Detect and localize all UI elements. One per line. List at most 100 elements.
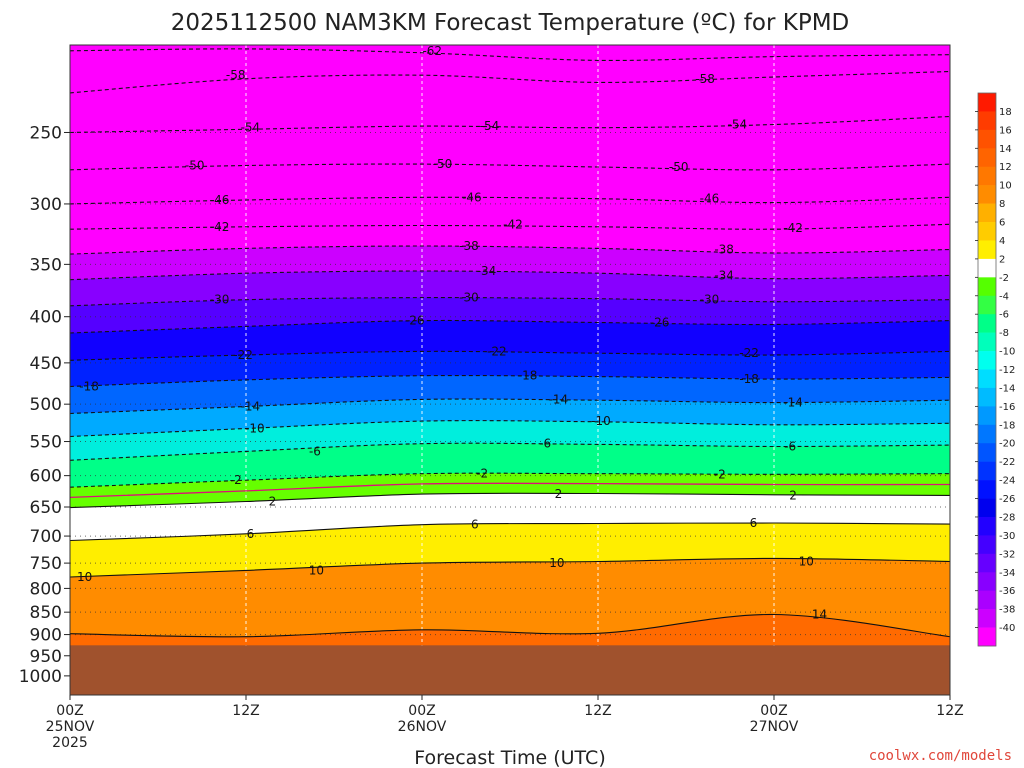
y-tick-label: 400 xyxy=(30,308,62,328)
contour-label-text: -42 xyxy=(210,220,230,234)
contour-label-text: 2 xyxy=(789,488,797,502)
contour-label: 14 xyxy=(812,607,827,621)
x-axis-label: Forecast Time (UTC) xyxy=(414,747,605,768)
contour-label-text: -18 xyxy=(79,380,99,394)
contour-label-text: -22 xyxy=(487,344,507,358)
contour-label: 2 xyxy=(789,488,797,502)
contour-line xyxy=(70,613,950,638)
y-tick-label: 250 xyxy=(30,123,62,143)
y-tick-label: 700 xyxy=(30,527,62,547)
colorbar-label: -12 xyxy=(999,365,1015,376)
contour-label: -14 xyxy=(549,392,569,406)
colorbar-label: 8 xyxy=(999,199,1005,210)
colorbar-swatch xyxy=(978,424,996,444)
colorbar-swatch xyxy=(978,369,996,389)
contour-label-text: 14 xyxy=(812,607,827,621)
contour-label-text: -54 xyxy=(480,119,500,133)
contour-label: -30 xyxy=(210,293,230,307)
contour-label-text: -2 xyxy=(714,467,726,481)
contour-label-text: -46 xyxy=(700,192,720,206)
colorbar-label: -2 xyxy=(999,273,1009,284)
colorbar-label: -20 xyxy=(999,439,1015,450)
contour-label-text: 10 xyxy=(309,563,324,577)
colorbar-swatch xyxy=(978,240,996,260)
contour-label: -2 xyxy=(714,467,726,481)
contour-label-text: 2 xyxy=(269,495,277,509)
contour-label-text: 10 xyxy=(549,556,564,570)
contour-label: -26 xyxy=(650,316,670,330)
contour-label: -46 xyxy=(462,190,482,204)
colorbar-swatch xyxy=(978,553,996,573)
contour-label-text: -34 xyxy=(477,264,497,278)
contour-label: -18 xyxy=(518,369,538,383)
y-tick-label: 1000 xyxy=(19,667,62,687)
contour-label: -6 xyxy=(784,439,796,453)
contour-label: -18 xyxy=(79,380,99,394)
colorbar-swatch xyxy=(978,535,996,555)
colorbar-swatch xyxy=(978,627,996,647)
contour-label-text: -38 xyxy=(459,239,479,253)
colorbar-swatch xyxy=(978,480,996,499)
contour-label-text: -14 xyxy=(549,392,569,406)
contour-label-text: -54 xyxy=(728,118,748,132)
contour-label-text: -50 xyxy=(433,157,453,171)
colorbar-swatch xyxy=(978,111,996,131)
colorbar-label: -14 xyxy=(999,383,1015,394)
contour-label-text: -10 xyxy=(591,414,611,428)
colorbar-swatch xyxy=(978,129,996,149)
colorbar-swatch xyxy=(978,443,996,462)
freezing-line xyxy=(70,482,950,499)
contour-label: 10 xyxy=(799,555,814,569)
colorbar-label: -30 xyxy=(999,531,1015,542)
contour-label-text: -26 xyxy=(650,316,670,330)
contour-label: -46 xyxy=(210,193,230,207)
contour-label-text: -10 xyxy=(245,421,265,435)
colorbar-label: -22 xyxy=(999,457,1015,468)
colorbar-label: -26 xyxy=(999,494,1015,505)
contour-label: -22 xyxy=(739,346,759,360)
contour-label: -14 xyxy=(783,396,803,410)
contour-label: -2 xyxy=(476,467,488,481)
contour-label: -42 xyxy=(783,221,803,235)
contour-label: -30 xyxy=(700,293,720,307)
colorbar-swatch xyxy=(978,572,996,591)
contour-label: 10 xyxy=(549,556,564,570)
contour-label: -50 xyxy=(433,157,453,171)
contour-line xyxy=(70,70,950,94)
plot-area: -62-58 -58-54 -54 -54-50 -50 -50-46 -46 -46-42-… xyxy=(70,45,950,695)
vertical-gridlines xyxy=(245,45,775,695)
contour-label: -10 xyxy=(591,414,611,428)
colorbar-label: -28 xyxy=(999,512,1015,523)
y-tick-label: 450 xyxy=(30,354,62,374)
contour-label: -58 xyxy=(226,68,246,82)
contour-label-text: -6 xyxy=(784,439,796,453)
colorbar-label: -10 xyxy=(999,347,1015,358)
x-tick-label: 00Z xyxy=(56,703,83,719)
contour-label-text: -46 xyxy=(210,193,230,207)
contour-label-text: 6 xyxy=(750,516,758,530)
contour-label: -50 xyxy=(669,160,689,174)
colorbar-swatch xyxy=(978,185,996,204)
contour-label-text: -26 xyxy=(405,314,425,328)
x-tick-label: 25NOV xyxy=(46,719,95,735)
contour-label-text: -30 xyxy=(700,293,720,307)
colorbar-label: -36 xyxy=(999,586,1015,597)
y-tick-label: 950 xyxy=(30,647,62,667)
contour-label-text: -22 xyxy=(233,348,253,362)
colorbar-label: -16 xyxy=(999,402,1015,413)
colorbar-label: 14 xyxy=(999,144,1012,155)
contour-label: -54 xyxy=(480,119,500,133)
x-tick-label: 12Z xyxy=(584,703,611,719)
contour-label-text: 2 xyxy=(555,487,563,501)
colorbar-label: -40 xyxy=(999,623,1015,634)
colorbar-label: 12 xyxy=(999,162,1012,173)
contour-label-text: -50 xyxy=(669,160,689,174)
contour-lines xyxy=(70,48,950,638)
y-tick-label: 800 xyxy=(30,579,62,599)
contour-label: 6 xyxy=(750,516,758,530)
x-tick-label: 00Z xyxy=(760,703,787,719)
plot-frame xyxy=(69,44,951,696)
colorbar-label: -8 xyxy=(999,328,1009,339)
colorbar-swatch xyxy=(978,277,996,297)
contour-line xyxy=(70,492,950,509)
